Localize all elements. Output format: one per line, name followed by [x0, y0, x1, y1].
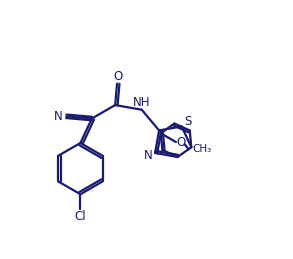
Text: N: N: [54, 110, 63, 123]
Text: O: O: [176, 136, 185, 149]
Text: N: N: [144, 149, 153, 162]
Text: NH: NH: [133, 96, 151, 109]
Text: Cl: Cl: [75, 210, 86, 223]
Text: CH₃: CH₃: [192, 145, 211, 154]
Text: S: S: [184, 115, 191, 128]
Text: O: O: [114, 70, 123, 83]
